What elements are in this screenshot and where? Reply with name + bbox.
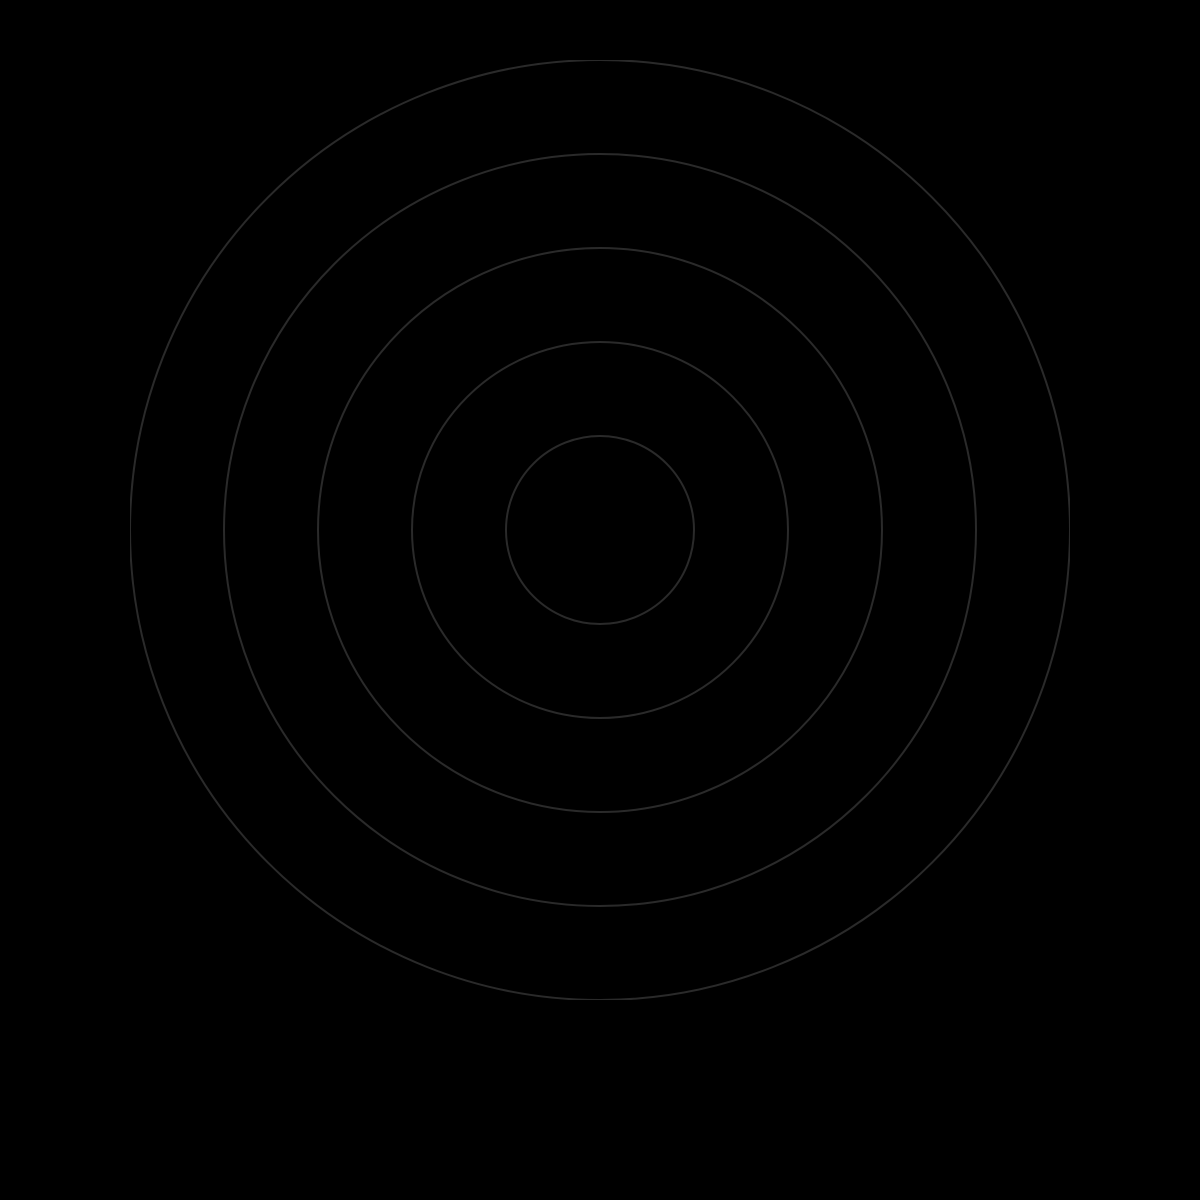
- polar-chart: [0, 0, 1200, 1200]
